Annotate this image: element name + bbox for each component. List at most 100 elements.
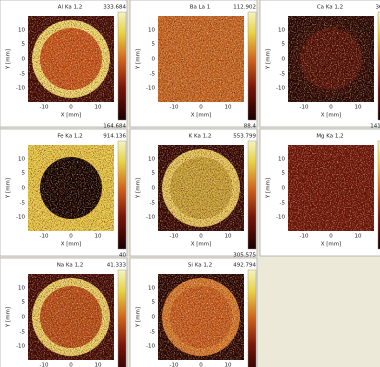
colorbar xyxy=(248,141,256,249)
element-map xyxy=(158,145,244,231)
x-tick-label: 0 xyxy=(69,105,73,111)
y-tick-label: 0 xyxy=(22,186,26,192)
min-value: 40 xyxy=(119,253,126,259)
map-noise xyxy=(28,274,114,360)
panel-title: Mg Ka 1,2 xyxy=(316,134,343,140)
y-tick-label: 5 xyxy=(282,171,286,177)
panel-title: Si Ka 1,2 xyxy=(188,263,212,269)
colorbar xyxy=(248,270,256,367)
element-map-window: Al Ka 1,2333.684164.684Y [mm]1050-5-10-1… xyxy=(0,0,380,367)
y-tick-label: 10 xyxy=(278,28,285,34)
element-map xyxy=(28,274,114,360)
x-tick-label: -10 xyxy=(40,234,49,240)
map-noise xyxy=(28,16,114,102)
map-noise xyxy=(28,145,114,231)
min-value: 305.575 xyxy=(233,253,256,259)
y-tick-label: -10 xyxy=(16,86,25,92)
y-tick-label: 0 xyxy=(22,57,26,63)
y-tick-label: -10 xyxy=(146,215,155,221)
y-tick-label: 10 xyxy=(278,157,285,163)
colorbar xyxy=(118,270,126,367)
y-tick-label: 5 xyxy=(22,300,26,306)
x-tick-label: -10 xyxy=(40,363,49,367)
map-noise xyxy=(158,16,244,102)
y-tick-label: 0 xyxy=(152,186,156,192)
y-axis-label: Y [mm] xyxy=(6,307,12,328)
x-axis-label: X [mm] xyxy=(321,242,342,248)
panel-title: Ba La 1 xyxy=(190,5,211,11)
x-axis-label: X [mm] xyxy=(321,113,342,119)
y-tick-label: -10 xyxy=(276,215,285,221)
colorbar xyxy=(118,12,126,120)
max-value: 112.902 xyxy=(233,5,256,11)
y-axis-label: Y [mm] xyxy=(136,307,142,328)
x-tick-label: 10 xyxy=(95,105,102,111)
y-tick-label: -10 xyxy=(16,215,25,221)
x-tick-label: 10 xyxy=(95,234,102,240)
x-axis-label: X [mm] xyxy=(191,242,212,248)
y-tick-label: 5 xyxy=(152,300,156,306)
map-noise xyxy=(288,16,374,102)
element-map xyxy=(288,145,374,231)
y-tick-label: -5 xyxy=(280,201,286,207)
map-panel: Ca Ka 1,2365141.6Y [mm]1050-5-10-10010X … xyxy=(260,0,380,130)
y-tick-label: 0 xyxy=(282,186,286,192)
x-tick-label: -10 xyxy=(300,105,309,111)
x-tick-label: 10 xyxy=(225,234,232,240)
y-tick-label: 10 xyxy=(18,157,25,163)
y-tick-label: 0 xyxy=(282,57,286,63)
colorbar xyxy=(248,12,256,120)
map-noise xyxy=(288,145,374,231)
x-tick-label: 10 xyxy=(355,234,362,240)
y-axis-label: Y [mm] xyxy=(266,49,272,70)
x-tick-label: 0 xyxy=(69,234,73,240)
map-noise xyxy=(158,145,244,231)
map-panel: Fe Ka 1,2914.13640Y [mm]1050-5-10-10010X… xyxy=(0,129,127,259)
y-tick-label: -10 xyxy=(146,86,155,92)
max-value: 365 xyxy=(376,5,380,11)
y-tick-label: 0 xyxy=(22,315,26,321)
y-axis-label: Y [mm] xyxy=(6,178,12,199)
y-tick-label: 5 xyxy=(152,171,156,177)
x-tick-label: -10 xyxy=(170,105,179,111)
max-value: 41.333 xyxy=(107,263,127,269)
min-value: 88.4 xyxy=(244,124,257,130)
x-axis-label: X [mm] xyxy=(61,242,82,248)
x-tick-label: 10 xyxy=(225,363,232,367)
panel-title: Na Ka 1,2 xyxy=(57,263,84,269)
y-axis-label: Y [mm] xyxy=(136,49,142,70)
max-value: 333.684 xyxy=(103,5,126,11)
y-tick-label: 5 xyxy=(152,42,156,48)
x-tick-label: 0 xyxy=(199,105,203,111)
x-tick-label: 10 xyxy=(225,105,232,111)
x-tick-label: 10 xyxy=(355,105,362,111)
x-tick-label: 10 xyxy=(95,363,102,367)
y-tick-label: 10 xyxy=(148,28,155,34)
x-tick-label: -10 xyxy=(40,105,49,111)
y-tick-label: 10 xyxy=(148,286,155,292)
x-axis-label: X [mm] xyxy=(191,113,212,119)
max-value: 492.794 xyxy=(233,263,256,269)
element-map xyxy=(28,16,114,102)
y-tick-label: 10 xyxy=(148,157,155,163)
y-tick-label: 10 xyxy=(18,28,25,34)
y-axis-label: Y [mm] xyxy=(266,178,272,199)
y-tick-label: 5 xyxy=(22,42,26,48)
y-axis-label: Y [mm] xyxy=(136,178,142,199)
x-tick-label: -10 xyxy=(300,234,309,240)
y-tick-label: -5 xyxy=(280,72,286,78)
x-tick-label: 0 xyxy=(329,105,333,111)
y-tick-label: 5 xyxy=(22,171,26,177)
element-map xyxy=(288,16,374,102)
element-map xyxy=(28,145,114,231)
x-axis-label: X [mm] xyxy=(61,113,82,119)
colorbar xyxy=(118,141,126,249)
min-value: 164.684 xyxy=(103,124,126,130)
min-value: 141.6 xyxy=(370,124,380,130)
element-map xyxy=(158,274,244,360)
y-tick-label: -5 xyxy=(20,330,26,336)
y-tick-label: -5 xyxy=(150,72,156,78)
y-tick-label: -5 xyxy=(20,201,26,207)
